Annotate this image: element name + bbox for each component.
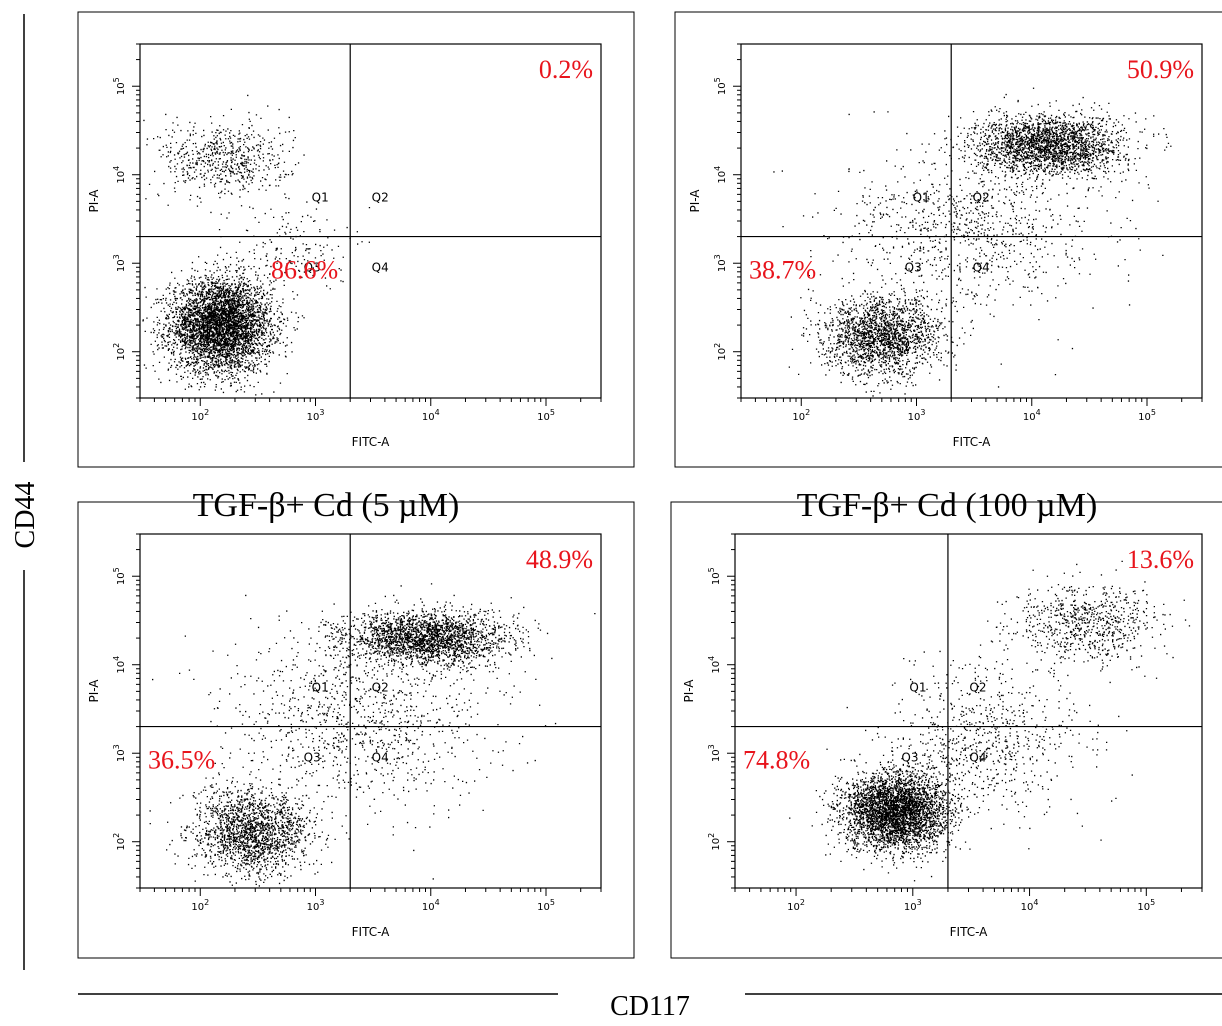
quadrant-label-q4: Q4 — [372, 261, 389, 275]
panel-title: TGF-β+ Cd (5 µM) — [193, 487, 460, 524]
panel-title: TGF-β+ Cd (100 µM) — [797, 487, 1098, 524]
percent-q3: 74.8% — [743, 746, 810, 775]
event-dots — [789, 560, 1191, 882]
percent-q2: 0.2% — [539, 55, 593, 84]
quadrant-label-q2: Q2 — [372, 191, 389, 205]
quadrant-label-q3: Q3 — [901, 751, 918, 765]
axis-ticks — [132, 43, 602, 406]
y-axis-label: PI-A — [87, 679, 101, 703]
x-axis-label: FITC-A — [953, 435, 992, 449]
panel-frame — [77, 11, 635, 468]
x-axis-label: FITC-A — [950, 925, 989, 939]
y-axis-label: PI-A — [87, 189, 101, 213]
quadrant-label-q1: Q1 — [909, 681, 926, 695]
y-axis-label: PI-A — [688, 189, 702, 213]
x-axis-label: FITC-A — [352, 435, 391, 449]
quadrant-label-q1: Q1 — [312, 681, 329, 695]
x-axis-label: FITC-A — [352, 925, 391, 939]
scatter-points — [142, 94, 371, 396]
axis-ticks — [733, 43, 1203, 406]
y-axis-label: PI-A — [682, 679, 696, 703]
quadrant-label-q4: Q4 — [372, 751, 389, 765]
shared-y-label: CD44 — [10, 482, 41, 549]
panel-frame — [77, 501, 635, 959]
quadrant-label-q2: Q2 — [969, 681, 986, 695]
percent-q2: 50.9% — [1127, 55, 1194, 84]
quadrant-label-q3: Q3 — [905, 261, 922, 275]
quadrant-label-q1: Q1 — [913, 191, 930, 205]
percent-q3: 86.6% — [271, 256, 338, 285]
quadrant-label-q2: Q2 — [973, 191, 990, 205]
scatter-points — [789, 560, 1191, 882]
percent-q3: 38.7% — [749, 256, 816, 285]
panel-frame — [670, 501, 1222, 959]
quadrant-label-q1: Q1 — [312, 191, 329, 205]
quadrant-label-q4: Q4 — [969, 751, 986, 765]
percent-q2: 13.6% — [1127, 545, 1194, 574]
panel-frame — [674, 11, 1222, 468]
quadrant-label-q2: Q2 — [372, 681, 389, 695]
quadrant-label-q4: Q4 — [973, 261, 990, 275]
percent-q2: 48.9% — [526, 545, 593, 574]
event-dots — [142, 94, 371, 396]
quadrant-label-q3: Q3 — [304, 751, 321, 765]
shared-x-label: CD117 — [610, 991, 690, 1022]
axis-ticks — [132, 533, 602, 896]
axis-ticks — [727, 533, 1203, 896]
quadrant-label-q3: Q3 — [304, 261, 321, 275]
y-tick-label: 105 — [112, 77, 127, 95]
percent-q3: 36.5% — [148, 746, 215, 775]
